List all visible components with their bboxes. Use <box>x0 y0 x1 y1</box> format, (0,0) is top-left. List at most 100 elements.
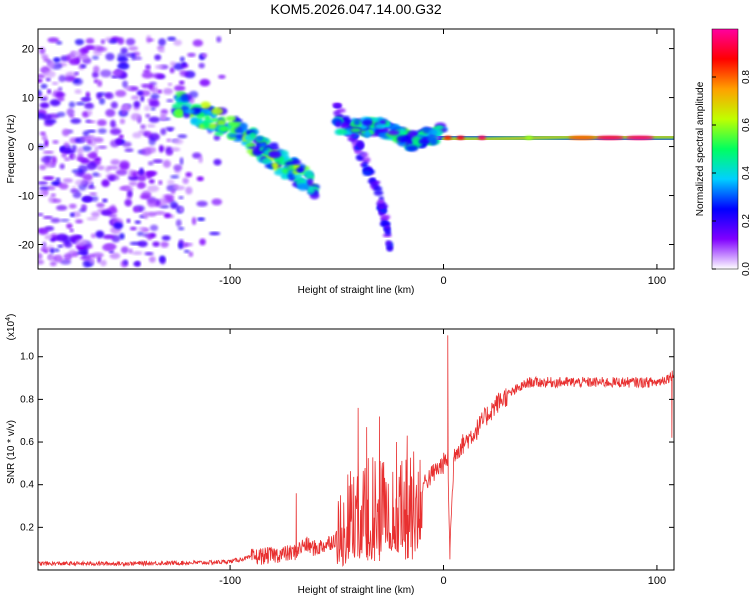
noise-blob <box>124 185 134 193</box>
noise-blob <box>167 82 173 86</box>
noise-blob <box>177 134 188 139</box>
noise-blob <box>211 198 223 206</box>
noise-blob <box>42 215 53 219</box>
noise-blob <box>39 164 47 171</box>
noise-blob <box>38 252 43 260</box>
noise-blob <box>97 256 102 264</box>
y-tick-label: -10 <box>18 191 34 203</box>
noise-blob <box>79 255 92 261</box>
noise-blob <box>80 97 91 102</box>
streak-main-streak <box>216 119 226 128</box>
streak-main-streak <box>225 115 237 122</box>
noise-blob <box>182 177 189 185</box>
colorbar-ticks: 0.0 0.2 0.4 0.6 0.8 <box>712 70 750 276</box>
noise-blob <box>90 195 99 202</box>
noise-blob <box>145 170 158 176</box>
noise-blob <box>42 241 47 250</box>
noise-blob <box>86 120 96 124</box>
noise-blob <box>105 52 115 61</box>
noise-blob <box>47 61 55 70</box>
noise-blob <box>133 206 140 213</box>
noise-blob <box>85 91 91 99</box>
noise-blob <box>55 177 61 183</box>
noise-blob <box>148 116 160 123</box>
noise-blob <box>132 132 142 139</box>
noise-blob <box>110 101 118 109</box>
noise-blob <box>44 70 56 78</box>
streak-secondary-streak <box>362 170 372 176</box>
noise-blob <box>154 199 161 206</box>
noise-blob <box>105 108 116 117</box>
noise-blob <box>140 95 145 102</box>
colorbar-tick-label: 0.4 <box>741 166 750 180</box>
noise-blob <box>69 212 75 217</box>
snr-exponent-power: 4 <box>5 317 12 321</box>
noise-blob <box>149 224 159 232</box>
snr-y-label: SNR (10 * v/v) <box>6 420 17 484</box>
noise-blob <box>148 179 155 184</box>
streak-main-streak <box>291 159 302 165</box>
streak-secondary-streak <box>380 214 391 220</box>
noise-blob <box>131 170 138 178</box>
noise-blob <box>115 89 127 98</box>
noise-blob <box>85 37 95 44</box>
noise-blob <box>171 190 176 194</box>
y-tick-label: 0.8 <box>20 394 34 405</box>
streak-secondary-streak <box>385 240 392 246</box>
y-tick-label: 10 <box>22 93 34 105</box>
noise-blob <box>145 113 151 118</box>
streak-near-zero-band <box>396 135 408 143</box>
x-tick-label: -100 <box>219 275 241 287</box>
noise-blob <box>156 45 165 51</box>
streak-secondary-streak <box>380 209 388 214</box>
noise-blob <box>191 217 197 225</box>
noise-blob <box>131 251 143 255</box>
noise-blob <box>74 171 82 177</box>
streak-near-zero-band <box>398 141 408 147</box>
streak-secondary-streak <box>386 245 393 252</box>
streak-main-streak <box>203 121 210 128</box>
noise-blob <box>102 244 115 252</box>
streak-main-streak <box>190 116 198 124</box>
noise-blob <box>150 107 156 111</box>
noise-blob <box>42 150 54 155</box>
noise-blob <box>147 38 155 42</box>
noise-blob <box>40 68 47 72</box>
noise-blob <box>50 193 57 197</box>
noise-blob <box>141 71 154 79</box>
streak-near-zero-band <box>422 126 430 134</box>
streak-main-streak <box>214 131 224 136</box>
noise-blob <box>75 101 86 106</box>
noise-blob <box>158 38 166 46</box>
noise-blob <box>184 242 193 247</box>
noise-blob <box>152 241 160 247</box>
noise-blob <box>164 194 175 200</box>
noise-blob <box>178 239 184 245</box>
noise-blob <box>82 145 92 152</box>
noise-blob <box>86 162 97 171</box>
snr-y-ticks: 0.2 0.4 0.6 0.8 1.0 <box>20 352 674 533</box>
colorbar-tick-label: 0.0 <box>741 262 750 276</box>
noise-blob <box>148 256 156 263</box>
noise-blob <box>169 147 181 152</box>
noise-blob <box>161 235 171 241</box>
noise-blob <box>38 181 49 185</box>
noise-blob <box>197 217 206 222</box>
noise-blob <box>120 47 128 54</box>
noise-blob <box>141 212 147 217</box>
noise-blob <box>87 152 98 159</box>
noise-blob <box>182 62 187 66</box>
noise-blob <box>119 164 130 171</box>
noise-blob <box>39 186 50 191</box>
noise-blob <box>196 176 204 182</box>
noise-blob <box>92 172 100 177</box>
noise-blob <box>71 50 82 56</box>
streak-main-streak <box>287 173 294 179</box>
noise-blob <box>213 158 222 166</box>
noise-blob <box>76 251 89 255</box>
streak-near-zero-band <box>364 130 371 138</box>
noise-blob <box>97 80 103 87</box>
noise-blob <box>163 212 172 219</box>
noise-blob <box>39 131 46 136</box>
noise-blob <box>136 231 145 237</box>
